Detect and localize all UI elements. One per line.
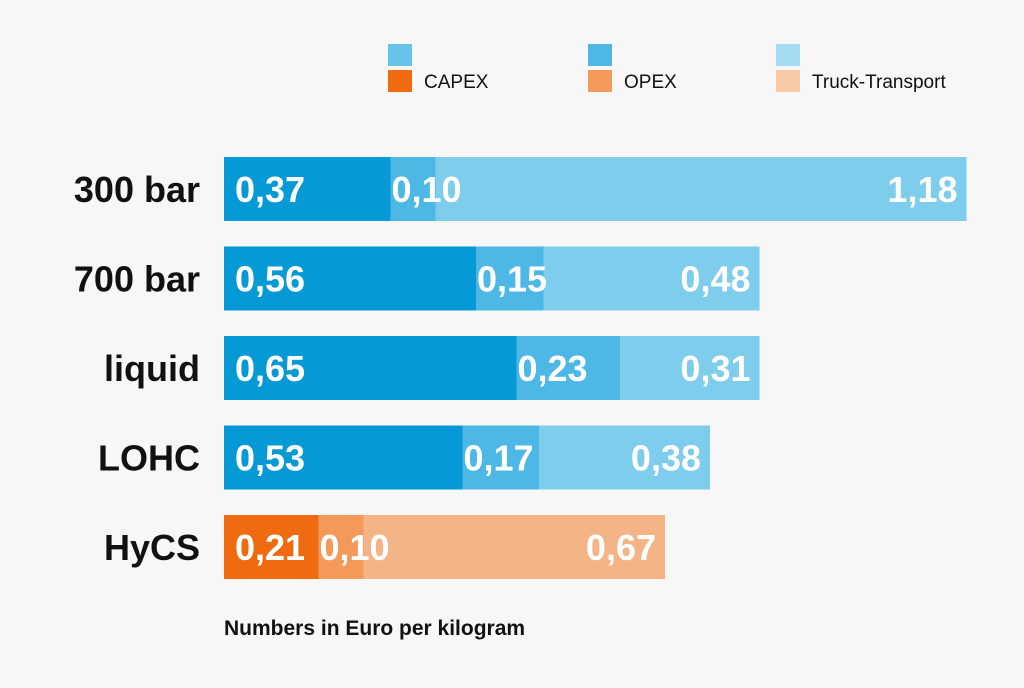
bar-300-bar-capex [224,157,391,221]
legend-label-opex: OPEX [624,72,677,93]
value-label-lohc-capex: 0,53 [235,438,305,479]
value-label-700-bar-capex: 0,56 [235,259,305,300]
bar-hycs-opex [318,515,364,579]
bar-300-bar-truck-transport [435,157,967,221]
value-label-lohc-opex: 0,17 [464,438,534,479]
legend-swatch-orange-opex [588,70,612,92]
bar-lohc-truck-transport [539,425,710,490]
bar-300-bar-opex [390,157,436,221]
category-label-300-bar: 300 bar [74,169,200,210]
bar-700-bar-truck-transport [543,246,760,311]
category-label-liquid: liquid [104,348,200,389]
bar-hycs-truck-transport [363,515,665,579]
legend-label-capex: CAPEX [424,72,489,93]
bar-liquid-opex [516,336,620,400]
bars: 0,37 0,10 1,18 0,56 0,15 0,48 0,65 0,23 0,31 0,53… [224,157,967,579]
bar-lohc-opex [462,425,539,490]
bar-700-bar-opex [476,246,544,311]
value-label-hycs-opex: 0,10 [320,527,390,568]
bar-lohc-capex [224,425,463,490]
category-label-700-bar: 700 bar [74,259,200,300]
legend-swatch-orange-truck-transport [776,70,800,92]
unit-footnote: Numbers in Euro per kilogram [224,617,525,640]
legend-swatch-blue-capex [388,44,412,66]
bar-liquid-truck-transport [620,336,760,400]
value-label-300-bar-capex: 0,37 [235,169,305,210]
value-label-liquid-capex: 0,65 [235,348,305,389]
bar-liquid-capex [224,336,517,400]
category-labels: 300 bar 700 bar liquid LOHC HyCS [74,169,200,568]
value-label-lohc-truck-transport: 0,38 [631,438,701,479]
legend-swatch-blue-opex [588,44,612,66]
value-label-liquid-opex: 0,23 [518,348,588,389]
value-label-liquid-truck-transport: 0,31 [680,348,750,389]
value-label-700-bar-opex: 0,15 [477,259,547,300]
value-label-hycs-capex: 0,21 [235,527,305,568]
legend-swatch-blue-truck-transport [776,44,800,66]
value-label-300-bar-truck-transport: 1,18 [887,169,957,210]
category-label-lohc: LOHC [98,438,200,479]
value-label-hycs-truck-transport: 0,67 [586,527,656,568]
bar-700-bar-capex [224,246,476,311]
legend-swatch-orange-capex [388,70,412,92]
value-label-700-bar-truck-transport: 0,48 [680,259,750,300]
category-label-hycs: HyCS [104,527,200,568]
legend: CAPEX OPEX Truck-Transport [388,44,946,93]
value-label-300-bar-opex: 0,10 [392,169,462,210]
bar-hycs-capex [224,515,319,579]
legend-label-truck-transport: Truck-Transport [812,72,946,93]
